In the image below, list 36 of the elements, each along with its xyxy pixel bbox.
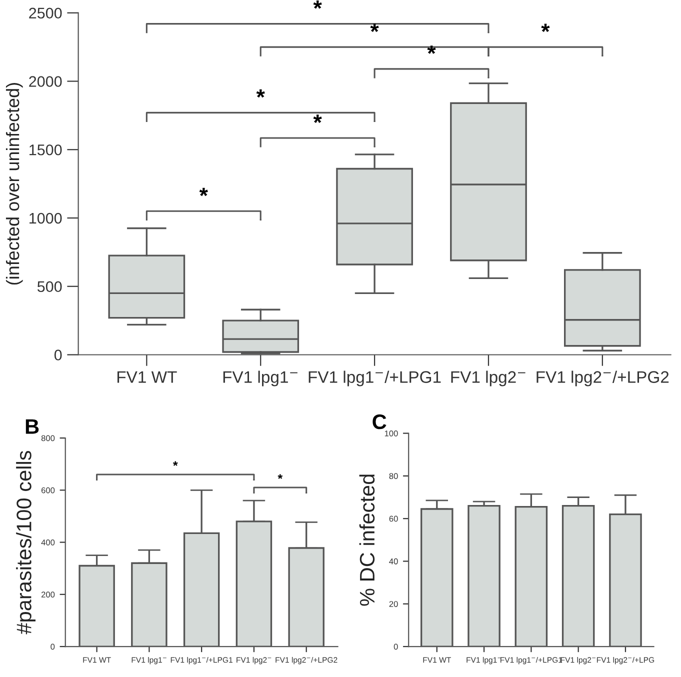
y-tick-label: 20	[389, 601, 398, 607]
y-axis-title: % DC infected	[359, 474, 375, 606]
y-tick-label: 80	[389, 473, 398, 480]
x-tick-label: FV1 lpg1$^{−}$/+LPG1	[308, 370, 441, 386]
y-tick-label: 200	[41, 592, 55, 598]
x-tick-label: FV1 WT	[117, 371, 177, 383]
y-axis-title: (infected over uninfected)	[6, 83, 23, 285]
y-tick-label: 0	[54, 350, 62, 360]
y-tick-label: 500	[37, 281, 62, 292]
annotation: *	[313, 114, 322, 123]
y-tick-label: 2000	[29, 76, 62, 87]
x-tick-label: FV1 lpg2$^{−}$/+LPG2	[536, 370, 669, 386]
y-axis-title: #parasites/100 cells	[16, 450, 36, 634]
x-tick-label: FV1 lpg1$^{−}$	[223, 370, 298, 386]
y-tick-label: 400	[41, 539, 55, 546]
text: *	[313, 0, 322, 9]
y-tick-label: 60	[389, 516, 398, 522]
annotation: *	[278, 474, 283, 479]
y-tick-label: 1500	[30, 144, 62, 156]
y-tick-label: 1000	[30, 212, 62, 224]
chart-title: B	[26, 419, 39, 434]
annotation: *	[370, 24, 379, 32]
annotation: *	[427, 46, 436, 54]
y-tick-label: 0	[50, 644, 55, 650]
annotation: *	[199, 188, 208, 196]
annotation: *	[172, 461, 178, 466]
y-tick-label: 800	[41, 435, 55, 442]
chart-title: C	[372, 414, 386, 430]
y-tick-label: 0	[394, 644, 398, 650]
y-tick-label: 2500	[29, 8, 62, 19]
annotation: *	[541, 24, 550, 32]
y-tick-label: 40	[389, 558, 398, 564]
x-tick-label: FV1 lpg2$^{−}$	[451, 370, 526, 386]
y-tick-label: 600	[41, 487, 55, 494]
y-tick-label: 100	[384, 430, 398, 436]
annotation: *	[256, 89, 265, 98]
